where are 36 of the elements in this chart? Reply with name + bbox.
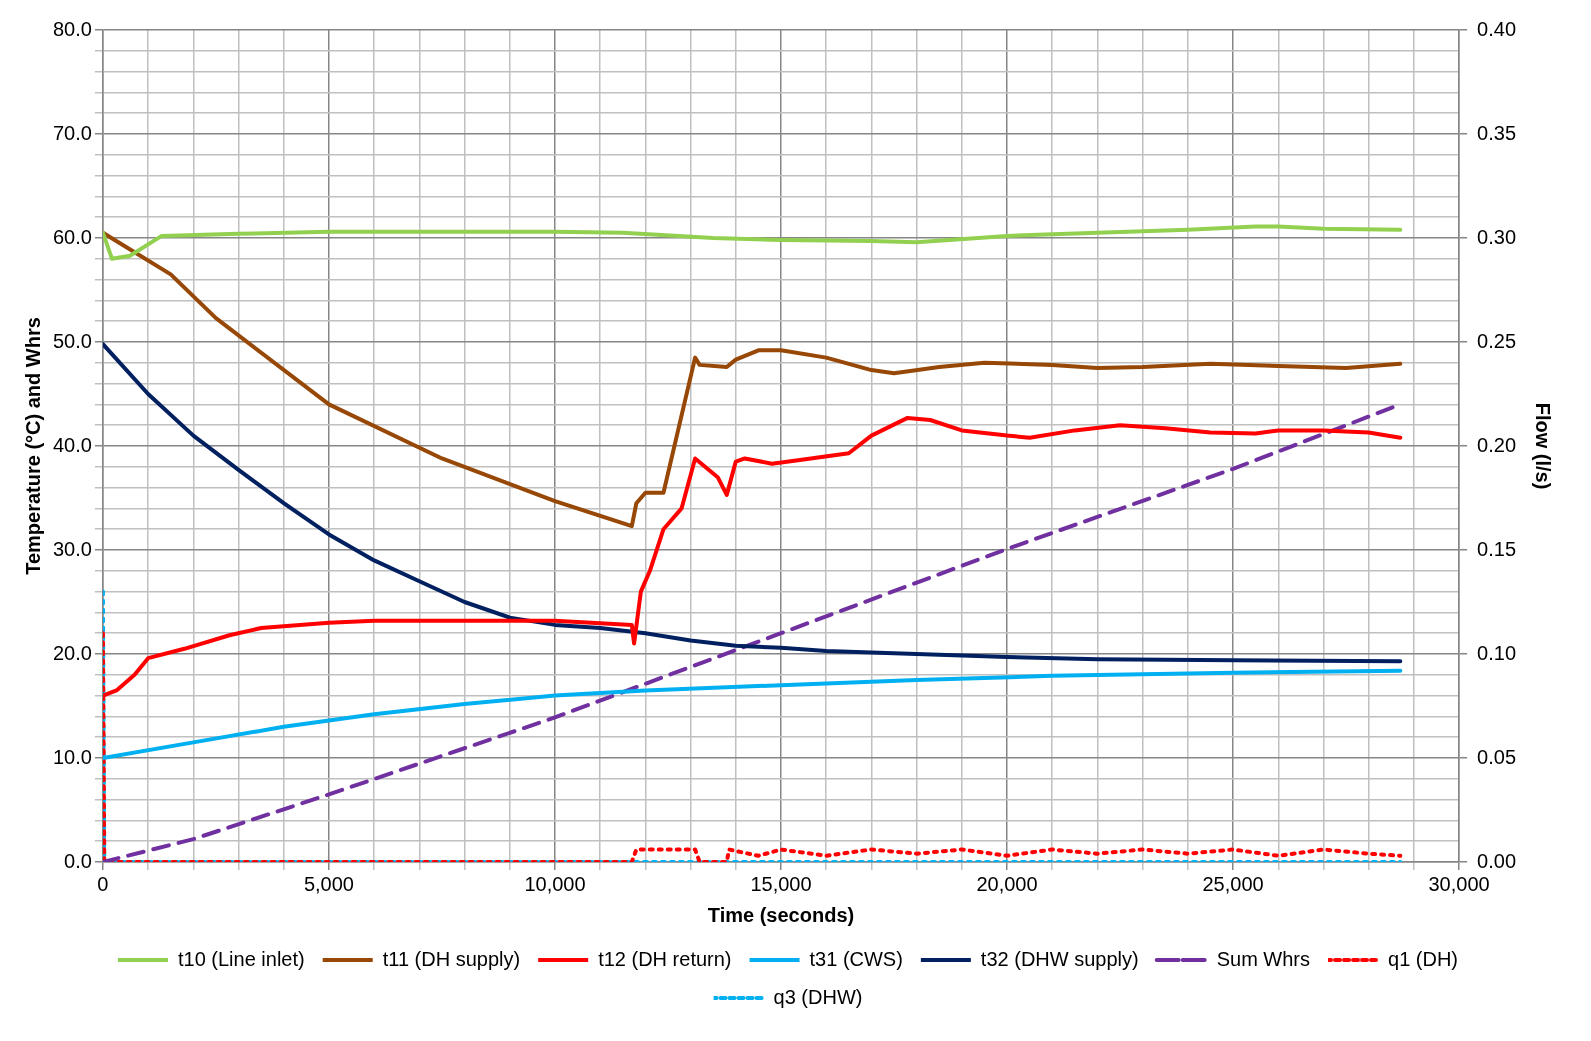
x-tick-label: 15,000 — [750, 872, 812, 895]
y2-tick-label: 0.05 — [1477, 745, 1517, 768]
y-tick-label: 60.0 — [52, 225, 92, 248]
legend-label: Sum Whrs — [1216, 947, 1311, 970]
legend-label: t31 (CWS) — [809, 947, 903, 970]
y-tick-label: 10.0 — [52, 745, 92, 768]
legend-label: t10 (Line inlet) — [177, 947, 305, 970]
y2-tick-label: 0.40 — [1477, 17, 1517, 40]
x-tick-label: 0 — [97, 872, 109, 895]
y-tick-label: 70.0 — [52, 121, 92, 144]
x-tick-label: 25,000 — [1202, 872, 1264, 895]
legend-label: q3 (DHW) — [773, 985, 863, 1008]
legend-label: t32 (DHW supply) — [980, 947, 1139, 970]
y2-tick-label: 0.20 — [1477, 433, 1517, 456]
y-tick-label: 80.0 — [52, 17, 92, 40]
x-tick-label: 10,000 — [524, 872, 586, 895]
y2-axis-title: Flow (l/s) — [1532, 402, 1555, 490]
y-axis-title: Temperature (°C) and Whrs — [21, 317, 44, 575]
y2-tick-label: 0.25 — [1477, 329, 1517, 352]
y-tick-label: 40.0 — [52, 433, 92, 456]
y2-tick-label: 0.10 — [1477, 641, 1517, 664]
y-tick-label: 20.0 — [52, 641, 92, 664]
legend-label: t11 (DH supply) — [382, 947, 521, 970]
y2-tick-label: 0.15 — [1477, 537, 1517, 560]
y-tick-label: 0.0 — [64, 849, 92, 872]
x-tick-label: 5,000 — [303, 872, 354, 895]
y-tick-label: 50.0 — [52, 329, 92, 352]
x-axis-title: Time (seconds) — [707, 903, 855, 926]
y2-tick-label: 0.30 — [1477, 225, 1517, 248]
x-tick-label: 30,000 — [1428, 872, 1490, 895]
x-tick-label: 20,000 — [976, 872, 1038, 895]
y2-tick-label: 0.35 — [1477, 121, 1517, 144]
legend-label: q1 (DH) — [1388, 947, 1459, 970]
y-tick-label: 30.0 — [52, 537, 92, 560]
y2-tick-label: 0.00 — [1477, 849, 1517, 872]
legend-label: t12 (DH return) — [598, 947, 732, 970]
